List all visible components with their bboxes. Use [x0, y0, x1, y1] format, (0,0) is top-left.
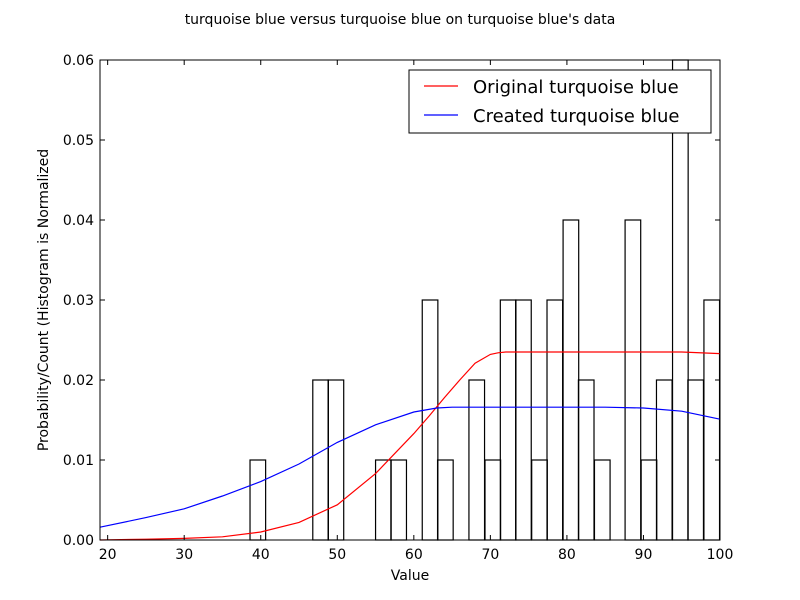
x-tick-label: 40 [252, 547, 270, 563]
histogram-bar-18 [655, 379, 673, 541]
x-tick-label: 20 [99, 547, 117, 563]
x-tick-label: 30 [175, 547, 193, 563]
legend-label-original: Original turquoise blue [473, 77, 679, 98]
y-tick-label: 0.06 [63, 53, 94, 69]
histogram-bar-5 [421, 299, 439, 541]
series-line-0 [99, 351, 721, 541]
histogram-bar-0 [249, 459, 267, 541]
y-tick-label: 0.04 [63, 213, 94, 229]
histogram-bar-9 [499, 299, 517, 541]
legend: Original turquoise blue Created turquois… [408, 69, 712, 134]
histogram-bar-17 [640, 459, 658, 541]
curves [99, 351, 721, 541]
legend-label-created: Created turquoise blue [473, 106, 679, 127]
series-line-1 [99, 406, 721, 528]
y-tick-label: 0.05 [63, 133, 94, 149]
y-tick-label: 0.01 [63, 453, 94, 469]
chart-title: turquoise blue versus turquoise blue on … [185, 12, 616, 28]
histogram-bar-12 [546, 299, 564, 541]
histogram-bar-7 [468, 379, 486, 541]
histogram-bar-11 [531, 459, 548, 541]
x-tick-label: 50 [328, 547, 346, 563]
y-tick-label: 0.00 [63, 533, 94, 549]
x-axis: 20 30 40 50 60 70 80 90 100 [99, 60, 734, 563]
x-tick-label: 60 [405, 547, 423, 563]
legend-box [408, 69, 712, 134]
histogram-bar-20 [687, 379, 705, 541]
y-tick-label: 0.02 [63, 373, 94, 389]
histogram-bar-1 [312, 379, 330, 541]
y-tick-label: 0.03 [63, 293, 94, 309]
x-axis-label: Value [391, 568, 429, 584]
x-tick-label: 80 [558, 547, 576, 563]
histogram-bar-13 [562, 219, 580, 541]
y-axis: 0.00 0.01 0.02 0.03 0.04 0.05 0.06 [63, 53, 720, 549]
x-tick-label: 70 [481, 547, 499, 563]
histogram-bar-21 [703, 299, 721, 541]
histogram-bar-2 [327, 379, 345, 541]
histogram-bar-10 [515, 299, 532, 541]
histogram-bar-15 [593, 459, 611, 541]
histogram-bar-8 [484, 459, 502, 541]
histogram-bar-16 [624, 219, 642, 541]
histogram-bar-14 [577, 379, 595, 541]
x-tick-label: 90 [635, 547, 653, 563]
histogram-bar-4 [390, 459, 408, 541]
y-axis-label: Probability/Count (Histogram is Normaliz… [36, 149, 52, 451]
x-tick-label: 100 [707, 547, 734, 563]
histogram-bar-6 [436, 459, 454, 541]
